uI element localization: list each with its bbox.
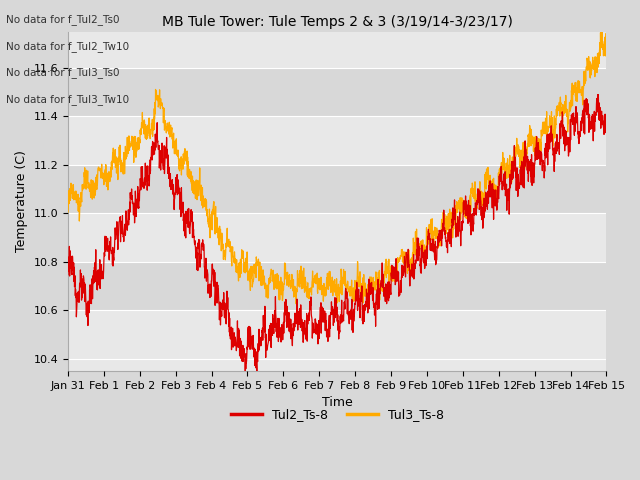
- Bar: [68, 262, 607, 311]
- Tul2_Ts-8: [64, 272, 72, 277]
- Bar: [68, 311, 607, 359]
- Line: Tul3_Ts-8: Tul3_Ts-8: [68, 31, 607, 304]
- Line: Tul2_Ts-8: Tul2_Ts-8: [68, 95, 607, 375]
- Tul3_Ts-8: [587, 66, 595, 72]
- Tul3_Ts-8: [292, 301, 300, 307]
- X-axis label: Time: Time: [322, 396, 353, 409]
- Tul3_Ts-8: [588, 72, 595, 78]
- Tul3_Ts-8: [64, 209, 72, 215]
- Bar: [68, 117, 607, 165]
- Tul3_Ts-8: [312, 272, 319, 278]
- Tul2_Ts-8: [241, 372, 249, 378]
- Tul3_Ts-8: [598, 28, 606, 34]
- Bar: [68, 68, 607, 117]
- Tul2_Ts-8: [587, 124, 595, 130]
- Tul2_Ts-8: [594, 92, 602, 97]
- Text: No data for f_Tul3_Ts0: No data for f_Tul3_Ts0: [6, 67, 120, 78]
- Tul3_Ts-8: [92, 189, 99, 195]
- Title: MB Tule Tower: Tule Temps 2 & 3 (3/19/14-3/23/17): MB Tule Tower: Tule Temps 2 & 3 (3/19/14…: [162, 15, 513, 29]
- Bar: [68, 214, 607, 262]
- Tul2_Ts-8: [326, 325, 334, 331]
- Tul2_Ts-8: [312, 322, 319, 327]
- Tul3_Ts-8: [326, 275, 334, 280]
- Text: No data for f_Tul2_Tw10: No data for f_Tul2_Tw10: [6, 41, 129, 52]
- Text: No data for f_Tul2_Ts0: No data for f_Tul2_Ts0: [6, 14, 120, 25]
- Tul2_Ts-8: [603, 113, 611, 119]
- Legend: Tul2_Ts-8, Tul3_Ts-8: Tul2_Ts-8, Tul3_Ts-8: [226, 403, 449, 426]
- Tul2_Ts-8: [488, 205, 496, 211]
- Tul2_Ts-8: [92, 260, 99, 265]
- Y-axis label: Temperature (C): Temperature (C): [15, 150, 28, 252]
- Bar: [68, 165, 607, 214]
- Tul3_Ts-8: [603, 43, 611, 48]
- Text: No data for f_Tul3_Tw10: No data for f_Tul3_Tw10: [6, 94, 129, 105]
- Tul2_Ts-8: [588, 121, 595, 127]
- Tul3_Ts-8: [488, 185, 496, 191]
